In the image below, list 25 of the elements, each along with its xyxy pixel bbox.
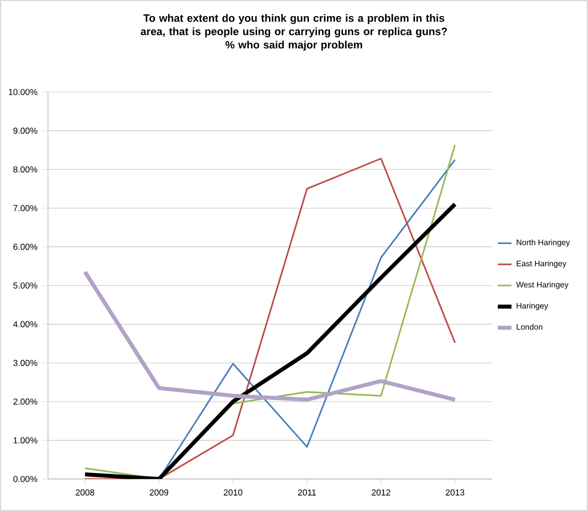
- x-tick-label: 2009: [150, 489, 168, 496]
- y-tick-label: 5.00%: [13, 282, 38, 289]
- y-tick-label: 9.00%: [13, 128, 38, 134]
- y-tick-label: 7.00%: [13, 205, 38, 212]
- y-tick-label: 3.00%: [13, 360, 38, 366]
- x-tick-label: 2008: [76, 489, 94, 496]
- y-tick-label: 10.00%: [8, 88, 38, 96]
- y-tick-label: 0.00%: [13, 476, 38, 482]
- y-tick-label: 4.00%: [13, 321, 38, 328]
- legend-label: London: [516, 324, 542, 330]
- y-tick-label: 6.00%: [13, 244, 38, 250]
- legend-label: North Haringey: [516, 239, 570, 247]
- legend-label: Haringey: [516, 302, 548, 310]
- chart-subtitle: % who said major problem: [226, 40, 362, 51]
- line-series: [83, 270, 457, 402]
- x-tick-label: 2011: [298, 489, 316, 496]
- y-tick-label: 1.00%: [14, 437, 38, 444]
- x-tick-label: 2010: [224, 489, 242, 496]
- legend-label: East Haringey: [516, 260, 566, 268]
- chart-title: To what extent do you think gun crime is a problem in this area, that is people using or carrying guns or replica guns?: [140, 14, 447, 38]
- legend-label: West Haringey: [516, 282, 568, 290]
- y-tick-label: 2.00%: [13, 398, 38, 405]
- x-tick-label: 2012: [372, 489, 390, 496]
- y-tick-label: 8.00%: [13, 166, 38, 172]
- x-tick-label: 2013: [446, 489, 464, 496]
